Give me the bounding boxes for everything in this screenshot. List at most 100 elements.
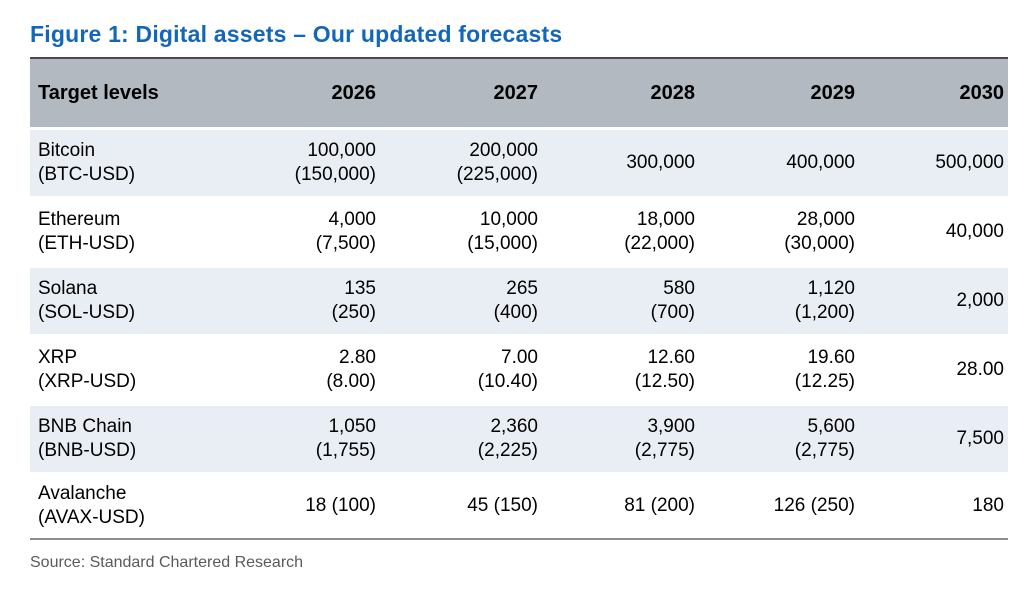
forecast-table-wrapper: Target levels 2026 2027 2028 2029 2030 B… [30,57,1008,540]
value-main: 45 (150) [467,495,538,517]
value-sub: (12.50) [634,371,695,392]
asset-ticker: (XRP-USD) [38,371,137,392]
asset-cell: Solana (SOL-USD) [30,266,220,337]
cell-bnb-2026: 1,050 (1,755) [220,404,380,475]
cell-solana-2029: 1,120 (1,200) [699,266,859,337]
value-sub: (225,000) [456,164,538,185]
cell-ethereum-2028: 18,000 (22,000) [542,197,699,268]
value-main: 100,000 [307,140,376,161]
value-main: 3,900 [647,416,695,437]
table-row-solana: Solana (SOL-USD) 135 (250) 265 (400) 5 [30,266,1008,337]
table-row-ethereum: Ethereum (ETH-USD) 4,000 (7,500) 10,000 … [30,197,1008,268]
asset-name: Ethereum [38,209,121,230]
value-main: 300,000 [626,152,695,173]
value-sub: (12.25) [794,371,855,392]
value-main: 18,000 [636,209,695,230]
value-sub: (2,775) [794,440,855,461]
cell-avax-2028: 81 (200) [542,474,699,538]
header-2026: 2026 [220,59,380,130]
value-main: 2,360 [490,416,538,437]
table-row-bnb-chain: BNB Chain (BNB-USD) 1,050 (1,755) 2,360 … [30,404,1008,475]
asset-ticker: (ETH-USD) [38,233,136,254]
cell-bnb-2027: 2,360 (2,225) [380,404,542,475]
value-main: 18 (100) [305,495,376,517]
value-sub: (2,775) [634,440,695,461]
header-2030: 2030 [859,59,1008,130]
value-main: 12.60 [647,347,695,368]
figure-container: Figure 1: Digital assets – Our updated f… [30,20,1008,573]
cell-avax-2027: 45 (150) [380,474,542,538]
figure-title: Figure 1: Digital assets – Our updated f… [30,21,563,47]
cell-xrp-2027: 7.00 (10.40) [380,335,542,406]
cell-bitcoin-2026: 100,000 (150,000) [220,128,380,199]
asset-name: Solana [38,278,98,299]
asset-ticker: (BNB-USD) [38,440,137,461]
forecast-table: Target levels 2026 2027 2028 2029 2030 B… [30,59,1008,538]
cell-ethereum-2027: 10,000 (15,000) [380,197,542,268]
value-main: 28,000 [796,209,855,230]
value-main: 2,000 [956,290,1004,311]
value-sub: (400) [493,302,538,323]
cell-ethereum-2030: 40,000 [859,197,1008,268]
value-main: 28.00 [956,359,1004,380]
table-header: Target levels 2026 2027 2028 2029 2030 [30,59,1008,130]
value-sub: (22,000) [624,233,695,254]
cell-ethereum-2026: 4,000 (7,500) [220,197,380,268]
value-sub: (10.40) [477,371,538,392]
cell-solana-2030: 2,000 [859,266,1008,337]
cell-xrp-2029: 19.60 (12.25) [699,335,859,406]
cell-solana-2027: 265 (400) [380,266,542,337]
asset-name: Bitcoin [38,140,96,161]
cell-bitcoin-2030: 500,000 [859,128,1008,199]
value-sub: (7,500) [315,233,376,254]
cell-xrp-2026: 2.80 (8.00) [220,335,380,406]
cell-bnb-2030: 7,500 [859,404,1008,475]
asset-cell: Ethereum (ETH-USD) [30,197,220,268]
header-2028: 2028 [542,59,699,130]
value-main: 2.80 [339,347,376,368]
value-main: 1,050 [328,416,376,437]
header-2027: 2027 [380,59,542,130]
asset-ticker: (BTC-USD) [38,164,136,185]
cell-ethereum-2029: 28,000 (30,000) [699,197,859,268]
cell-bitcoin-2029: 400,000 [699,128,859,199]
value-sub: (1,755) [315,440,376,461]
value-main: 135 [344,278,376,299]
table-row-xrp: XRP (XRP-USD) 2.80 (8.00) 7.00 (10.40) [30,335,1008,406]
asset-cell: XRP (XRP-USD) [30,335,220,406]
asset-name: Avalanche [38,483,127,505]
cell-solana-2028: 580 (700) [542,266,699,337]
asset-cell: BNB Chain (BNB-USD) [30,404,220,475]
header-target-levels: Target levels [30,59,220,130]
value-main: 5,600 [807,416,855,437]
value-main: 1,120 [807,278,855,299]
value-sub: (1,200) [794,302,855,323]
value-main: 40,000 [945,221,1004,242]
value-sub: (250) [331,302,376,323]
cell-avax-2026: 18 (100) [220,474,380,538]
value-main: 126 (250) [773,495,855,517]
value-main: 580 [663,278,695,299]
value-main: 500,000 [935,152,1004,173]
value-main: 265 [506,278,538,299]
asset-cell: Bitcoin (BTC-USD) [30,128,220,199]
value-main: 4,000 [328,209,376,230]
cell-xrp-2028: 12.60 (12.50) [542,335,699,406]
asset-name: XRP [38,347,78,368]
value-main: 10,000 [479,209,538,230]
cell-xrp-2030: 28.00 [859,335,1008,406]
cell-bitcoin-2028: 300,000 [542,128,699,199]
value-sub: (700) [650,302,695,323]
cell-avax-2030: 180 [859,474,1008,538]
value-main: 19.60 [807,347,855,368]
value-main: 180 [972,495,1004,517]
asset-name: BNB Chain [38,416,132,437]
cell-bnb-2029: 5,600 (2,775) [699,404,859,475]
table-row-bitcoin: Bitcoin (BTC-USD) 100,000 (150,000) 200,… [30,128,1008,199]
value-main: 200,000 [469,140,538,161]
asset-ticker: (SOL-USD) [38,302,136,323]
value-main: 400,000 [786,152,855,173]
header-row: Target levels 2026 2027 2028 2029 2030 [30,59,1008,130]
value-sub: (8.00) [326,371,376,392]
